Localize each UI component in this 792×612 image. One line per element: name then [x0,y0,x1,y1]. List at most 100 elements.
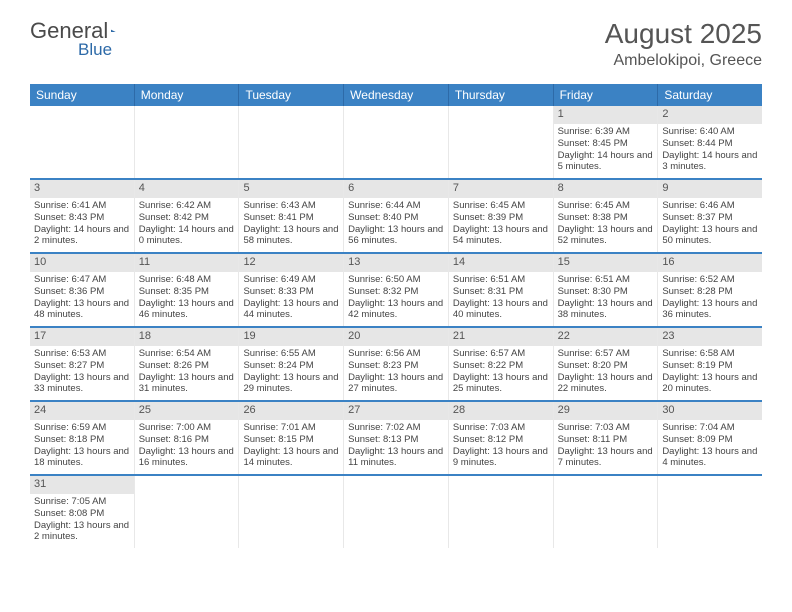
logo-text-2: Blue [78,40,112,60]
day-number [135,106,239,124]
day-cell [135,476,240,548]
day-info-line: Daylight: 14 hours and 5 minutes. [558,150,654,174]
day-cell [554,476,659,548]
day-info-line: Sunset: 8:27 PM [34,360,130,372]
day-cell [449,476,554,548]
day-number: 28 [449,402,553,420]
day-info-line: Sunset: 8:39 PM [453,212,549,224]
day-info-line: Sunset: 8:33 PM [243,286,339,298]
day-cell: 23 Sunrise: 6:58 AMSunset: 8:19 PMDayligh… [658,328,762,400]
day-cell: 12Sunrise: 6:49 AMSunset: 8:33 PMDayligh… [239,254,344,326]
day-cell: 9Sunrise: 6:46 AMSunset: 8:37 PMDaylight… [658,180,762,252]
day-cell: 29Sunrise: 7:03 AMSunset: 8:11 PMDayligh… [554,402,659,474]
day-number: 14 [449,254,553,272]
day-cell [135,106,240,178]
day-info-line: Sunset: 8:42 PM [139,212,235,224]
day-info-line: Daylight: 13 hours and 25 minutes. [453,372,549,396]
day-info-line: Sunset: 8:26 PM [139,360,235,372]
day-info-line: Daylight: 13 hours and 56 minutes. [348,224,444,248]
day-info-line: Daylight: 13 hours and 20 minutes. [662,372,758,396]
week-row: 1Sunrise: 6:39 AMSunset: 8:45 PMDaylight… [30,106,762,180]
day-info-line: Daylight: 13 hours and 11 minutes. [348,446,444,470]
day-number: 15 [554,254,658,272]
day-info-line: Sunset: 8:09 PM [662,434,758,446]
day-number: 23 [658,328,762,346]
dow-cell: Monday [135,84,240,106]
day-info-line: Sunrise: 6:52 AM [662,274,758,286]
day-info-line: Sunrise: 7:05 AM [34,496,130,508]
location: Ambelokipoi, Greece [605,52,762,70]
day-number: 16 [658,254,762,272]
day-info-line: Daylight: 13 hours and 58 minutes. [243,224,339,248]
day-info-line: Daylight: 13 hours and 40 minutes. [453,298,549,322]
day-info-line: Sunset: 8:35 PM [139,286,235,298]
day-number [554,476,658,494]
dow-cell: Tuesday [239,84,344,106]
day-info-line: Sunrise: 7:04 AM [662,422,758,434]
dow-cell: Sunday [30,84,135,106]
week-row: 31Sunrise: 7:05 AMSunset: 8:08 PMDayligh… [30,476,762,548]
day-info-line: Sunset: 8:12 PM [453,434,549,446]
weeks-container: 1Sunrise: 6:39 AMSunset: 8:45 PMDaylight… [30,106,762,548]
day-cell: 10Sunrise: 6:47 AMSunset: 8:36 PMDayligh… [30,254,135,326]
day-info-line: Sunrise: 7:02 AM [348,422,444,434]
day-cell: 30Sunrise: 7:04 AMSunset: 8:09 PMDayligh… [658,402,762,474]
day-info-line: Sunrise: 6:57 AM [453,348,549,360]
day-cell: 31Sunrise: 7:05 AMSunset: 8:08 PMDayligh… [30,476,135,548]
day-info-line: Daylight: 13 hours and 27 minutes. [348,372,444,396]
day-cell: 13Sunrise: 6:50 AMSunset: 8:32 PMDayligh… [344,254,449,326]
dow-cell: Friday [554,84,659,106]
day-info-line: Sunset: 8:16 PM [139,434,235,446]
day-info-line: Sunset: 8:20 PM [558,360,654,372]
dow-cell: Saturday [658,84,762,106]
day-number: 6 [344,180,448,198]
day-info-line: Sunset: 8:38 PM [558,212,654,224]
day-info-line: Sunrise: 6:45 AM [453,200,549,212]
day-number: 10 [30,254,134,272]
day-number [239,476,343,494]
day-info-line: Daylight: 13 hours and 54 minutes. [453,224,549,248]
day-cell: 2Sunrise: 6:40 AMSunset: 8:44 PMDaylight… [658,106,762,178]
day-info-line: Daylight: 14 hours and 2 minutes. [34,224,130,248]
day-cell [344,476,449,548]
day-info-line: Sunset: 8:19 PM [662,360,758,372]
day-info-line: Daylight: 13 hours and 16 minutes. [139,446,235,470]
day-info-line: Sunrise: 6:41 AM [34,200,130,212]
day-info-line: Sunset: 8:11 PM [558,434,654,446]
day-cell: 15Sunrise: 6:51 AMSunset: 8:30 PMDayligh… [554,254,659,326]
dow-cell: Thursday [449,84,554,106]
day-info-line: Daylight: 13 hours and 9 minutes. [453,446,549,470]
day-cell [30,106,135,178]
day-number: 30 [658,402,762,420]
day-number: 19 [239,328,343,346]
day-number [449,106,553,124]
day-info-line: Sunset: 8:41 PM [243,212,339,224]
day-info-line: Sunrise: 6:51 AM [558,274,654,286]
title-block: August 2025 Ambelokipoi, Greece [605,18,762,70]
day-info-line: Sunset: 8:24 PM [243,360,339,372]
day-info-line: Sunset: 8:37 PM [662,212,758,224]
day-cell: 20Sunrise: 6:56 AMSunset: 8:23 PMDayligh… [344,328,449,400]
day-cell: 1Sunrise: 6:39 AMSunset: 8:45 PMDaylight… [554,106,659,178]
day-info-line: Sunrise: 6:57 AM [558,348,654,360]
day-cell: 28Sunrise: 7:03 AMSunset: 8:12 PMDayligh… [449,402,554,474]
day-info-line: Sunrise: 6:53 AM [34,348,130,360]
day-info-line: Sunrise: 6:58 AM [662,348,758,360]
day-number: 13 [344,254,448,272]
day-info-line: Daylight: 13 hours and 7 minutes. [558,446,654,470]
day-cell: 26Sunrise: 7:01 AMSunset: 8:15 PMDayligh… [239,402,344,474]
day-cell: 5Sunrise: 6:43 AMSunset: 8:41 PMDaylight… [239,180,344,252]
day-cell: 19Sunrise: 6:55 AMSunset: 8:24 PMDayligh… [239,328,344,400]
header: General August 2025 Ambelokipoi, Greece [0,0,792,76]
day-info-line: Sunrise: 7:01 AM [243,422,339,434]
day-info-line: Daylight: 13 hours and 38 minutes. [558,298,654,322]
day-cell: 27Sunrise: 7:02 AMSunset: 8:13 PMDayligh… [344,402,449,474]
day-cell [239,476,344,548]
day-info-line: Sunset: 8:18 PM [34,434,130,446]
day-info-line: Daylight: 13 hours and 52 minutes. [558,224,654,248]
day-number: 17 [30,328,134,346]
day-number: 5 [239,180,343,198]
day-cell: 22Sunrise: 6:57 AMSunset: 8:20 PMDayligh… [554,328,659,400]
day-number: 9 [658,180,762,198]
day-cell [239,106,344,178]
